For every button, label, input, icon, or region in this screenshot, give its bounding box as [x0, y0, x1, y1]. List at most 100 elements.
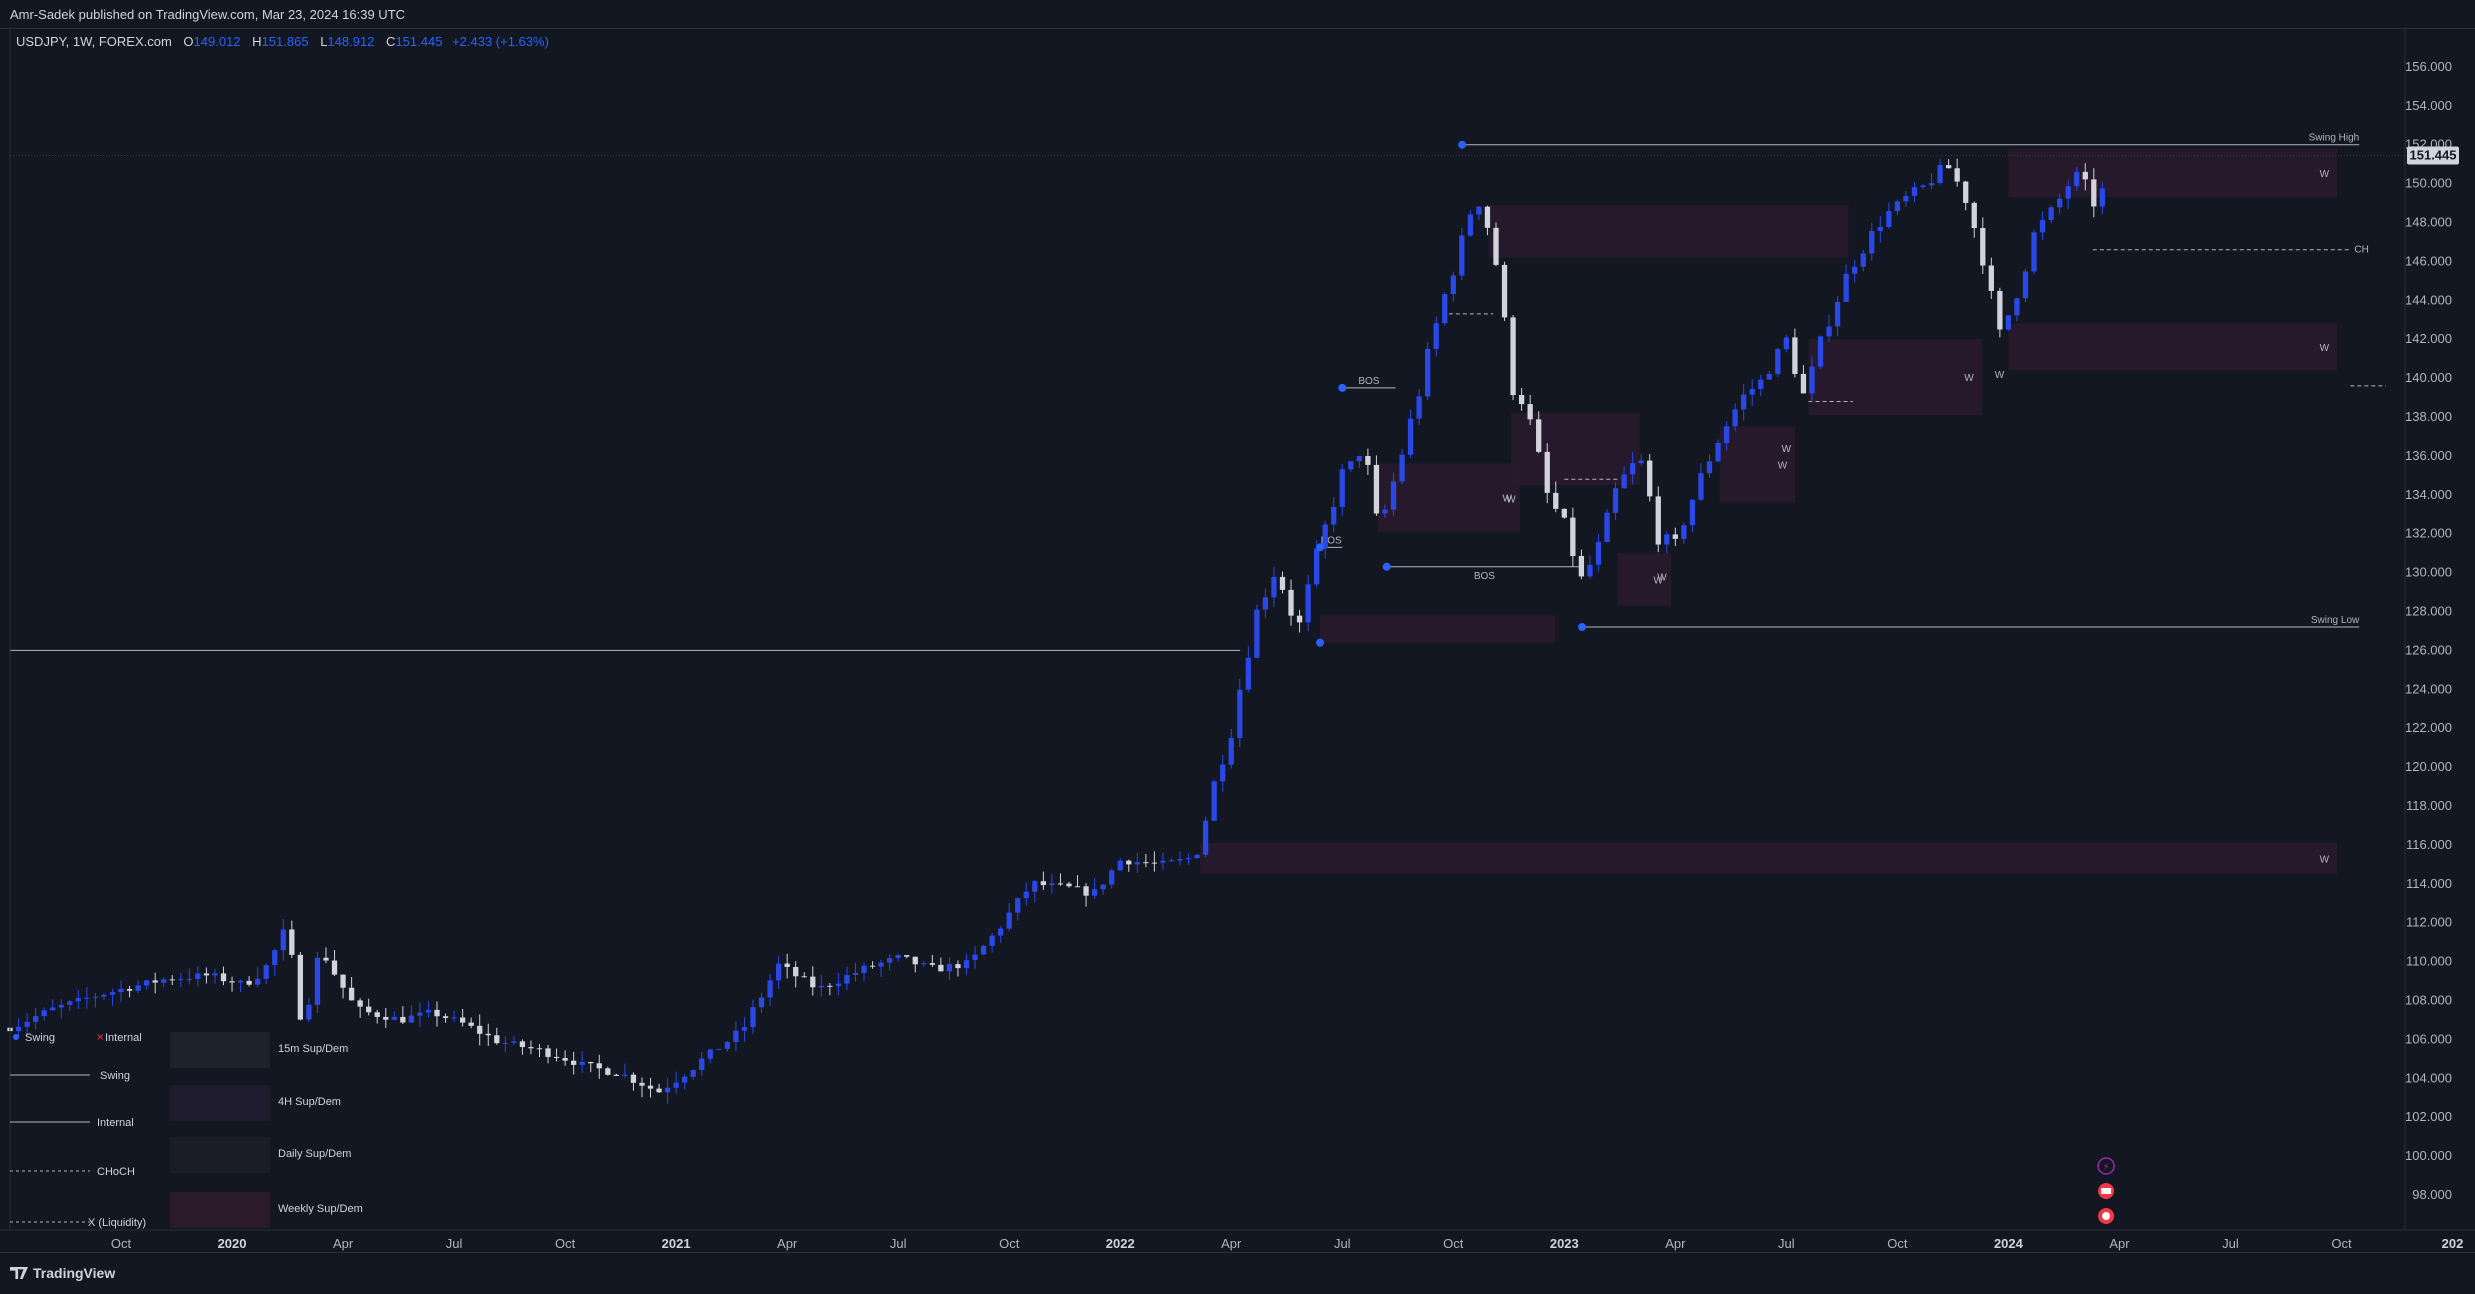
time-tick-label: Apr	[777, 1236, 798, 1251]
candle-body	[1040, 881, 1047, 886]
open-label: O	[183, 34, 194, 49]
candle-body	[417, 1012, 423, 1016]
candle-body	[1561, 508, 1567, 518]
candle-body	[220, 973, 227, 982]
candle-body	[1715, 442, 1721, 462]
candle-body	[1356, 455, 1363, 462]
candle-body	[1194, 854, 1200, 859]
candle-body	[707, 1049, 713, 1059]
symbol-label[interactable]: USDJPY, 1W, FOREX.com	[16, 34, 172, 49]
candle-body	[1834, 301, 1841, 327]
zone-label: W	[1657, 572, 1667, 583]
candle-body	[2039, 220, 2046, 233]
candle-body	[844, 974, 850, 984]
tradingview-logo[interactable]: TradingView	[10, 1265, 115, 1281]
candle-body	[331, 960, 338, 975]
candle-body	[1322, 524, 1328, 549]
candle-body	[656, 1088, 662, 1093]
bos-label: BOS	[1321, 535, 1342, 546]
candle-body	[553, 1056, 560, 1059]
candle-body	[135, 985, 141, 991]
candle-body	[50, 1007, 56, 1011]
candle-body	[1809, 366, 1815, 394]
candle-body	[647, 1085, 654, 1089]
candle-body	[1741, 394, 1747, 410]
candle-body	[178, 979, 184, 981]
time-tick-label: Apr	[2109, 1236, 2130, 1251]
candle-body	[1109, 870, 1115, 885]
candle-body	[1314, 548, 1320, 585]
candle-body	[1399, 454, 1405, 482]
candle-body	[502, 1042, 508, 1044]
candle-body	[1988, 265, 1994, 291]
price-tick-label: 112.000	[2406, 915, 2452, 930]
candle-body	[835, 983, 842, 986]
candle-body	[340, 974, 346, 988]
candle-body	[1911, 187, 1918, 196]
candle-body	[1365, 455, 1371, 465]
candle-body	[203, 973, 210, 976]
candle-body	[434, 1009, 440, 1017]
supply-demand-zone	[1377, 463, 1520, 532]
candle-body	[2031, 232, 2037, 272]
candle-body	[1425, 348, 1431, 397]
candle-body	[929, 963, 935, 965]
candle-body	[1373, 464, 1380, 514]
candle-body	[1271, 576, 1277, 598]
candle-body	[101, 994, 107, 997]
candle-body	[511, 1041, 517, 1043]
candle-body	[1570, 517, 1576, 556]
time-tick-label: Apr	[1221, 1236, 1242, 1251]
candle-body	[1254, 609, 1260, 658]
candle-body	[519, 1041, 526, 1048]
candle-body	[186, 979, 192, 981]
candle-body	[998, 928, 1004, 936]
candle-body	[1493, 227, 1499, 265]
price-tick-label: 100.000	[2405, 1148, 2452, 1163]
candle-body	[15, 1026, 22, 1032]
candle-body	[374, 1012, 380, 1017]
candle-body	[861, 965, 867, 973]
candle-body	[212, 973, 218, 976]
candle-body	[2022, 271, 2029, 299]
time-tick-label: Apr	[1665, 1236, 1686, 1251]
top-bar: Amr-Sadek published on TradingView.com, …	[0, 0, 2475, 29]
candle-body	[904, 955, 910, 957]
candle-body	[622, 1074, 628, 1076]
time-axis[interactable]: Oct 2020 Apr Jul Oct 2021 Apr Jul Oct 2022 Apr Jul O…	[111, 1236, 2463, 1251]
candle-body	[1160, 860, 1166, 863]
price-axis[interactable]: 98.000 100.000 102.000 104.000 106.000 108.00…	[0, 28, 2475, 1231]
candle-body	[1920, 185, 1926, 188]
legend-zone-swatch	[170, 1032, 270, 1068]
time-tick-label: Oct	[1887, 1236, 1908, 1251]
time-tick-label: Jul	[890, 1236, 907, 1251]
candle-body	[1587, 564, 1593, 577]
candle-body	[1185, 858, 1192, 860]
candle-body	[818, 985, 824, 988]
legend-zone-swatch	[170, 1085, 270, 1121]
swing-label: Swing Low	[2311, 615, 2360, 626]
candle-body	[280, 929, 286, 951]
candle-body	[1655, 496, 1661, 545]
choch-label: CH	[2354, 245, 2368, 256]
candle-body	[2091, 179, 2097, 207]
candle-body	[24, 1021, 30, 1027]
candle-body	[246, 980, 252, 985]
candle-body	[1604, 512, 1610, 543]
tradingview-logo-icon	[10, 1267, 28, 1279]
candle-body	[921, 963, 927, 965]
time-tick-label: Oct	[555, 1236, 576, 1251]
candle-body	[588, 1061, 594, 1064]
candle-body	[2048, 207, 2054, 221]
candle-body	[237, 980, 244, 983]
zone-label: W	[1995, 370, 2005, 381]
high-label: H	[252, 34, 262, 49]
candle-body	[2005, 315, 2012, 330]
swing-point	[1316, 543, 1325, 552]
lightning-icon	[2097, 1157, 2115, 1175]
candle-body	[84, 997, 90, 999]
